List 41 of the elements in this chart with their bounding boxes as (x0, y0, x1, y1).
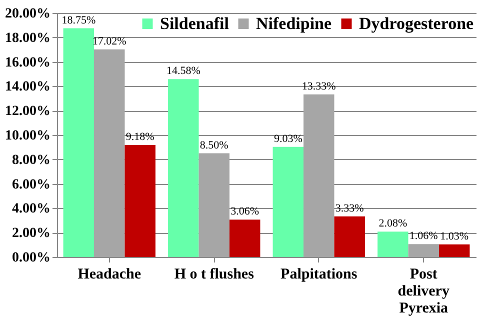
x-tick-label: H o t flushes (174, 266, 254, 282)
data-label: 14.58% (166, 65, 200, 78)
bar (198, 153, 230, 257)
y-tick-label: 16.00% (5, 55, 50, 70)
data-label: 13.33% (302, 80, 336, 92)
data-label: 3.33% (335, 202, 364, 214)
data-label: 2.08% (378, 218, 408, 230)
bar (334, 216, 365, 257)
y-tick-label: 14.00% (5, 80, 50, 95)
data-label: 1.06% (409, 230, 438, 242)
data-label: 9.03% (274, 132, 302, 145)
bar (438, 244, 470, 257)
bar (304, 94, 334, 257)
bar (94, 49, 125, 257)
data-label: 9.18% (126, 131, 154, 144)
y-tick-label: 8.00% (12, 152, 50, 168)
legend-label: Sildenafil (160, 14, 230, 33)
x-tick-label: Palpitations (280, 266, 358, 282)
data-label: 18.75% (62, 14, 96, 26)
y-tick-label: 12.00% (5, 104, 50, 120)
bar (408, 244, 439, 257)
bar (124, 145, 156, 257)
y-tick-label: 6.00% (12, 177, 50, 192)
bar (229, 220, 260, 257)
data-label: 8.50% (200, 139, 228, 152)
data-label: 1.03% (440, 230, 469, 242)
y-tick-label: 4.00% (12, 202, 50, 217)
data-label: 3.06% (230, 206, 260, 218)
x-tick-label: Headache (78, 266, 142, 282)
y-tick-label: 18.00% (5, 30, 50, 46)
x-tick-label: Post delivery Pyrexia (398, 266, 450, 316)
y-tick-label: 20.00% (5, 6, 50, 22)
y-tick-label: 0.00% (12, 250, 50, 266)
legend-label: Nifedipine (256, 14, 332, 33)
bar (168, 79, 199, 257)
bar (272, 146, 304, 257)
bar (378, 232, 408, 257)
y-tick-label: 2.00% (12, 226, 50, 242)
legend-label: Dydrogesterone (359, 14, 474, 33)
y-tick-label: 10.00% (5, 128, 50, 144)
bar (63, 28, 94, 257)
